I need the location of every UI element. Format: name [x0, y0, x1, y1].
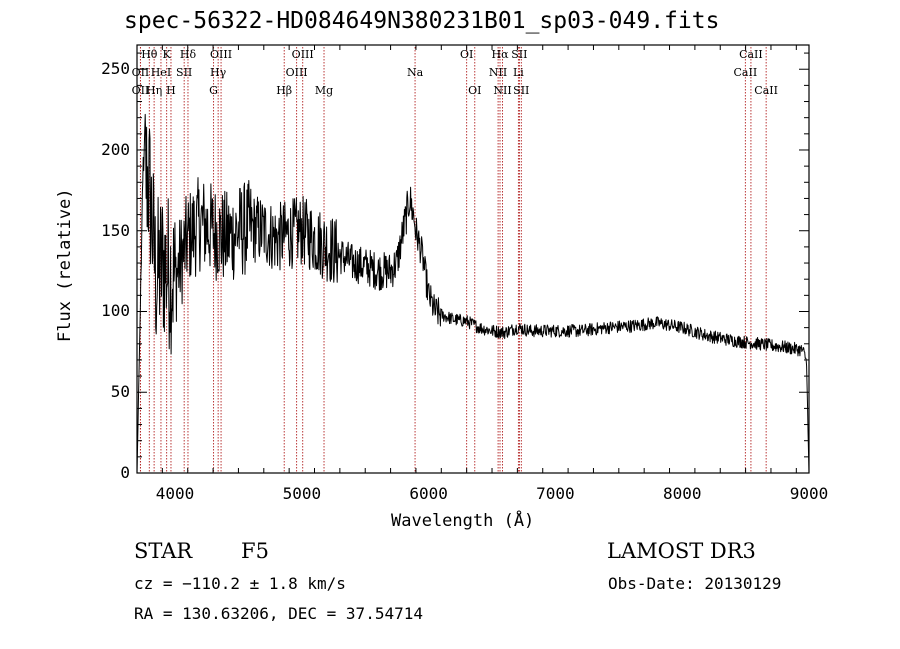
plot-frame [136, 44, 810, 474]
line-label: OI [459, 48, 474, 61]
line-label: NII [488, 66, 508, 79]
line-label: Na [406, 66, 424, 79]
line-label: SII [513, 84, 530, 97]
redshift-velocity: cz = −110.2 ± 1.8 km/s [134, 574, 346, 593]
line-label: Hγ [210, 66, 227, 79]
x-tick-label: 4000 [155, 484, 195, 503]
line-label: HeI [150, 66, 172, 79]
x-axis-label: Wavelength (Å) [391, 511, 535, 531]
y-tick-label: 200 [101, 139, 130, 159]
x-tick-label: 6000 [409, 484, 448, 503]
line-label: CaII [739, 48, 763, 61]
line-label: K [162, 48, 171, 61]
survey-name: LAMOST DR3 [607, 539, 756, 563]
line-label: Li [512, 66, 524, 79]
x-tick-label: 7000 [536, 484, 575, 503]
line-label: Mg [314, 84, 334, 97]
spectral-subclass: F5 [241, 539, 269, 563]
line-label: OII [131, 66, 150, 79]
line-label: OIII [210, 48, 233, 61]
spectrum-line [136, 113, 810, 474]
line-label: Hη [146, 84, 163, 97]
line-label: Hα [491, 48, 509, 61]
line-label: OII [131, 84, 150, 97]
line-label: SII [511, 48, 528, 61]
x-tick-label: 9000 [789, 484, 829, 503]
axis-ticks [136, 45, 809, 474]
y-tick-label: 250 [101, 59, 130, 79]
y-tick-label: 0 [120, 463, 130, 482]
line-label: OIII [285, 66, 308, 79]
line-label: Hθ [141, 48, 158, 61]
observation-date: Obs-Date: 20130129 [608, 574, 782, 593]
chart-title: spec-56322-HD084649N380231B01_sp03-049.f… [124, 8, 720, 34]
line-label: CaII [754, 84, 778, 97]
y-tick-label: 50 [110, 382, 130, 402]
line-label: NII [493, 84, 512, 97]
line-label: CaII [733, 66, 758, 79]
coordinates: RA = 130.63206, DEC = 37.54714 [134, 604, 423, 623]
y-tick-label: 150 [101, 220, 130, 240]
line-label: SII [176, 66, 193, 79]
line-label: Hδ [179, 48, 197, 61]
line-label: G [209, 84, 218, 97]
x-tick-label: 8000 [662, 484, 702, 503]
line-label: OI [468, 84, 482, 97]
line-marker-layer [139, 47, 767, 473]
y-tick-label: 100 [101, 301, 130, 321]
line-label: H [166, 84, 176, 97]
x-tick-label: 5000 [282, 484, 322, 503]
y-axis-label: Flux (relative) [55, 188, 75, 342]
line-label: OIII [291, 48, 314, 61]
line-label: Hβ [276, 84, 293, 97]
object-class: STAR [134, 539, 193, 563]
